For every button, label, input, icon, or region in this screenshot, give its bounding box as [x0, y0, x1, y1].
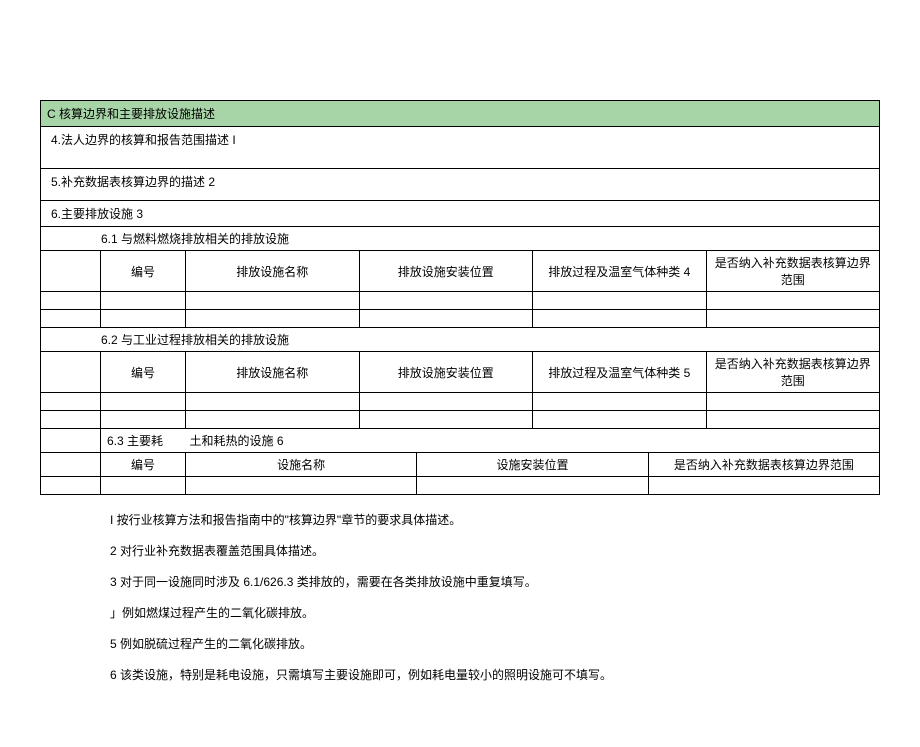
table-row: 编号 排放设施名称 排放设施安装位置 排放过程及温室气体种类 5 是否纳入补充数… [41, 352, 880, 393]
section-c-header: C 核算边界和主要排放设施描述 [40, 100, 880, 127]
table-row [41, 477, 880, 495]
item-4-label: 4.法人边界的核算和报告范围描述 I [51, 133, 236, 147]
table-63-header: 6.3 主要耗 土和耗热的设施 6 [40, 429, 880, 453]
item-5-block: 5.补充数据表核算边界的描述 2 [40, 169, 880, 201]
table-row: 编号 排放设施名称 排放设施安装位置 排放过程及温室气体种类 4 是否纳入补充数… [41, 251, 880, 292]
col-header: 排放过程及温室气体种类 5 [533, 352, 707, 393]
col-header: 是否纳入补充数据表核算边界范围 [648, 453, 879, 477]
footnotes: I 按行业核算方法和报告指南中的"核算边界"章节的要求具体描述。 2 对行业补充… [40, 495, 880, 707]
col-header: 排放设施名称 [186, 352, 360, 393]
col-header: 编号 [101, 453, 186, 477]
footnote: I 按行业核算方法和报告指南中的"核算边界"章节的要求具体描述。 [110, 511, 870, 528]
table-63: 编号 设施名称 设施安装位置 是否纳入补充数据表核算边界范围 [40, 453, 880, 495]
table-row [41, 310, 880, 328]
table-62: 编号 排放设施名称 排放设施安装位置 排放过程及温室气体种类 5 是否纳入补充数… [40, 352, 880, 429]
col-header: 编号 [101, 352, 186, 393]
footnote: 5 例如脱硫过程产生的二氧化碳排放。 [110, 635, 870, 652]
col-header: 设施安装位置 [417, 453, 648, 477]
footnote: 6 该类设施，特别是耗电设施，只需填写主要设施即可，例如耗电量较小的照明设施可不… [110, 666, 870, 683]
footnote: 3 对于同一设施同时涉及 6.1/626.3 类排放的，需要在各类排放设施中重复… [110, 573, 870, 590]
table-61: 编号 排放设施名称 排放设施安装位置 排放过程及温室气体种类 4 是否纳入补充数… [40, 251, 880, 328]
table-row [41, 292, 880, 310]
table-row [41, 393, 880, 411]
col-header: 排放设施安装位置 [359, 352, 533, 393]
col-header: 编号 [101, 251, 186, 292]
col-header: 排放设施名称 [186, 251, 360, 292]
sub-61-header: 6.1 与燃料燃烧排放相关的排放设施 [40, 227, 880, 251]
table-row [41, 411, 880, 429]
col-header: 是否纳入补充数据表核算边界范围 [706, 251, 880, 292]
item-6-label: 6.主要排放设施 3 [40, 201, 880, 227]
col-header: 设施名称 [186, 453, 417, 477]
col-header: 是否纳入补充数据表核算边界范围 [706, 352, 880, 393]
col-header: 排放设施安装位置 [359, 251, 533, 292]
sub-63-b: 土和耗热的设施 6 [186, 429, 880, 453]
table-row: 编号 设施名称 设施安装位置 是否纳入补充数据表核算边界范围 [41, 453, 880, 477]
sub-63-a: 6.3 主要耗 [101, 429, 186, 453]
col-header: 排放过程及温室气体种类 4 [533, 251, 707, 292]
footnote: 2 对行业补充数据表覆盖范围具体描述。 [110, 542, 870, 559]
footnote: 」例如燃煤过程产生的二氧化碳排放。 [110, 604, 870, 621]
item-4-block: 4.法人边界的核算和报告范围描述 I [40, 127, 880, 169]
sub-62-header: 6.2 与工业过程排放相关的排放设施 [40, 328, 880, 352]
table-row: 6.3 主要耗 土和耗热的设施 6 [41, 429, 880, 453]
item-5-label: 5.补充数据表核算边界的描述 2 [51, 175, 215, 189]
